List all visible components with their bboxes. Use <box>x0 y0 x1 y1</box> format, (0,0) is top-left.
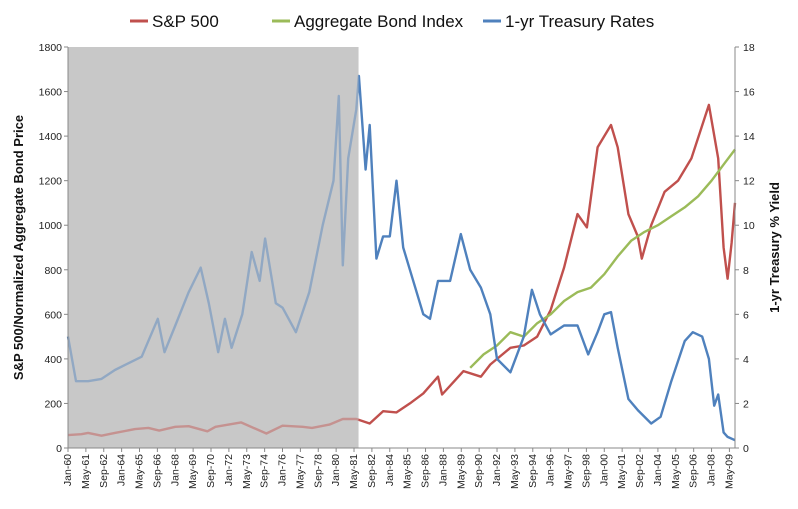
y-left-tick-label-9: 1800 <box>39 42 63 54</box>
y-right-tick-label-6: 12 <box>743 176 755 188</box>
x-tick-label-10: May-73 <box>241 454 253 489</box>
axes-layer: 0 200 400 600 800 1000 1200 1400 1600 1800 0 2 4 6 8 10… <box>39 42 755 489</box>
series-line-1 <box>469 148 736 369</box>
y-right-tick-label-5: 10 <box>743 220 755 232</box>
x-tick-label-18: Jan-84 <box>384 454 396 486</box>
x-tick-label-4: May-65 <box>134 454 146 489</box>
x-tick-label-14: Sep-78 <box>312 454 324 488</box>
x-tick-label-25: May-93 <box>509 454 521 489</box>
y-left-tick-label-7: 1400 <box>39 131 63 143</box>
y-left-tick-label-2: 400 <box>44 354 62 366</box>
y-left-tick-label-8: 1600 <box>39 87 63 99</box>
y-left-tick-label-4: 800 <box>44 265 62 277</box>
shaded-region-overlay <box>68 47 359 448</box>
y-right-tick-label-0: 0 <box>743 443 749 455</box>
x-tick-label-27: Jan-96 <box>545 454 557 486</box>
legend-label-1: Aggregate Bond Index <box>294 12 464 31</box>
y-axis-right-title: 1-yr Treasury % Yield <box>767 182 782 313</box>
x-tick-label-21: Jan-88 <box>437 454 449 486</box>
x-tick-label-17: Sep-82 <box>366 454 378 488</box>
x-tick-label-28: May-97 <box>563 454 575 489</box>
x-tick-label-20: Sep-86 <box>420 454 432 488</box>
x-tick-label-2: Sep-62 <box>98 454 110 488</box>
legend: S&P 500 Aggregate Bond Index 1-yr Treasury… <box>130 12 654 31</box>
x-tick-label-33: Jan-04 <box>652 454 664 486</box>
x-tick-label-12: Jan-76 <box>277 454 289 486</box>
x-tick-label-35: Sep-06 <box>688 454 700 488</box>
y-right-tick-label-2: 4 <box>743 354 749 366</box>
x-tick-label-6: Jan-68 <box>169 454 181 486</box>
y-left-tick-label-0: 0 <box>56 443 62 455</box>
x-tick-label-37: May-09 <box>723 454 735 489</box>
y-left-tick-label-3: 600 <box>44 309 62 321</box>
x-tick-label-32: Sep-02 <box>634 454 646 488</box>
x-tick-label-1: May-61 <box>80 454 92 489</box>
y-left-tick-label-1: 200 <box>44 398 62 410</box>
x-tick-label-19: May-85 <box>402 454 414 489</box>
x-tick-label-5: Sep-66 <box>151 454 163 488</box>
legend-label-2: 1-yr Treasury Rates <box>505 12 654 31</box>
x-tick-label-23: Sep-90 <box>473 454 485 488</box>
legend-label-0: S&P 500 <box>152 12 219 31</box>
x-tick-label-29: Sep-98 <box>580 454 592 488</box>
y-right-tick-label-8: 16 <box>743 87 755 99</box>
y-right-tick-label-9: 18 <box>743 42 755 54</box>
y-left-tick-label-5: 1000 <box>39 220 63 232</box>
x-tick-label-24: Jan-92 <box>491 454 503 486</box>
y-left-tick-label-6: 1200 <box>39 176 63 188</box>
x-tick-label-16: May-81 <box>348 454 360 489</box>
y-axis-left-title: S&P 500/Normalized Aggregate Bond Price <box>11 115 26 380</box>
x-tick-label-0: Jan-60 <box>62 454 74 486</box>
x-tick-label-13: May-77 <box>294 454 306 489</box>
x-tick-label-8: Sep-70 <box>205 454 217 488</box>
x-tick-label-22: May-89 <box>455 454 467 489</box>
y-right-tick-label-4: 8 <box>743 265 749 277</box>
x-tick-label-31: May-01 <box>616 454 628 489</box>
y-right-tick-label-3: 6 <box>743 309 749 321</box>
x-tick-label-3: Jan-64 <box>116 454 128 486</box>
x-tick-label-15: Jan-80 <box>330 454 342 486</box>
x-tick-label-7: May-69 <box>187 454 199 489</box>
x-tick-label-36: Jan-08 <box>706 454 718 486</box>
x-tick-label-30: Jan-00 <box>598 454 610 486</box>
x-tick-label-9: Jan-72 <box>223 454 235 486</box>
x-tick-label-34: May-05 <box>670 454 682 489</box>
x-tick-label-26: Sep-94 <box>527 454 539 488</box>
x-tick-label-11: Sep-74 <box>259 454 271 488</box>
y-right-tick-label-1: 2 <box>743 398 749 410</box>
y-right-tick-label-7: 14 <box>743 131 755 143</box>
